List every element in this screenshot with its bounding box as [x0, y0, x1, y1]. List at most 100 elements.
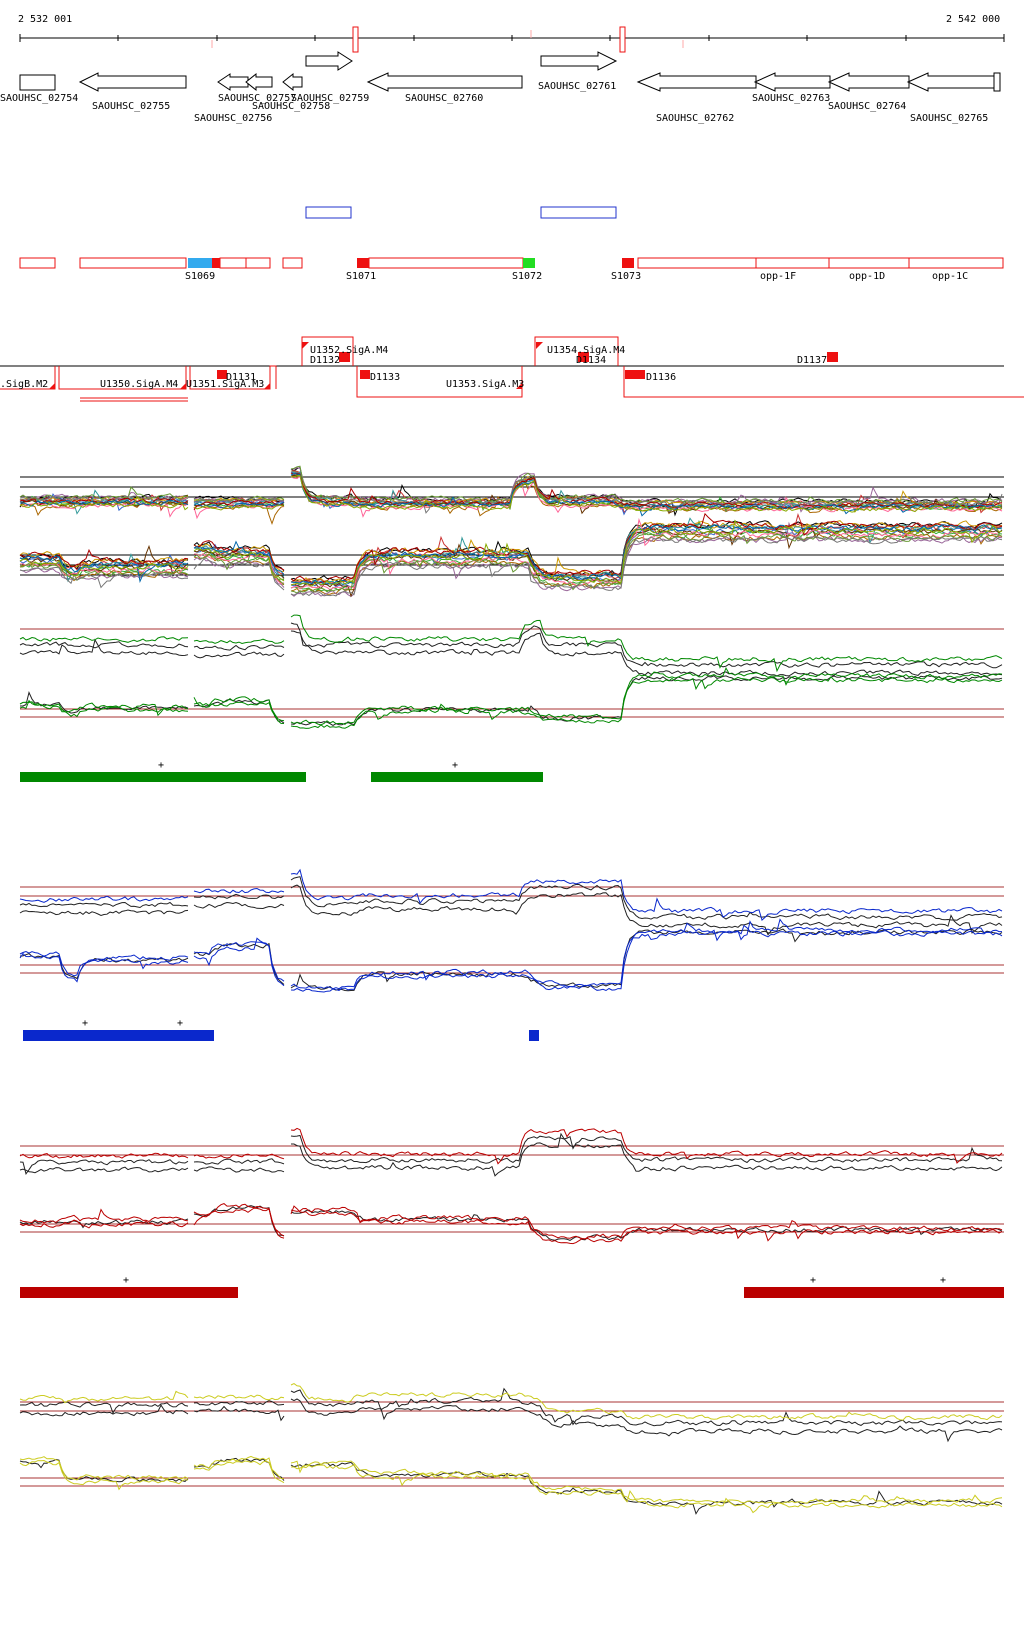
expression-trace	[19, 876, 1003, 921]
gene-arrow[interactable]	[753, 72, 831, 92]
promoter-label: D1136	[646, 372, 676, 383]
operon-box[interactable]	[540, 206, 617, 219]
segment-label: opp-1F	[760, 271, 796, 282]
red-profile-panel: + + +	[19, 1127, 1004, 1298]
expression-trace	[19, 676, 1003, 729]
segment-box[interactable]	[219, 257, 247, 269]
gene-arrow[interactable]	[78, 72, 187, 92]
gene-arrow[interactable]	[636, 72, 757, 92]
expression-trace	[19, 614, 1003, 673]
segment-bar[interactable]	[744, 1287, 1004, 1298]
ruler-highlight	[619, 26, 626, 53]
gene-track: SAOUHSC_02754 SAOUHSC_02755 SAOUHSC_0275…	[0, 51, 1001, 124]
bar-marker: +	[158, 760, 164, 771]
gene-label: SAOUHSC_02760	[405, 93, 483, 104]
yellow-profile-panel	[19, 1383, 1004, 1515]
terminator-marker[interactable]	[360, 370, 370, 379]
gene-label: SAOUHSC_02757	[218, 93, 296, 104]
expression-trace	[19, 1459, 1003, 1514]
terminator-marker[interactable]	[339, 352, 350, 362]
gene-arrow[interactable]	[217, 73, 249, 91]
expression-trace	[19, 666, 1003, 726]
terminator-marker[interactable]	[578, 352, 589, 362]
segment-highlight[interactable]	[357, 258, 369, 268]
sample-traces	[19, 512, 1003, 598]
terminator-marker[interactable]	[827, 352, 838, 362]
segment-label: opp-1C	[932, 271, 968, 282]
promoter-label: U1353.SigA.M3	[446, 379, 524, 390]
segment-bar[interactable]	[20, 1287, 238, 1298]
segment-box[interactable]	[245, 257, 271, 269]
promoter-label: U1350.SigA.M4	[100, 379, 178, 390]
gene-label: SAOUHSC_02765	[910, 113, 988, 124]
promoter-track: U1352.SigA.M4 D1132 U1354.SigA.M4 D1134 …	[0, 336, 1024, 402]
segment-box[interactable]	[755, 257, 830, 269]
expression-trace	[19, 532, 1003, 597]
segment-bar[interactable]	[371, 772, 543, 782]
segment-box[interactable]	[908, 257, 1004, 269]
promoter-label: U1354.SigA.M4	[547, 345, 625, 356]
segment-box[interactable]	[828, 257, 910, 269]
bar-marker: +	[940, 1275, 946, 1286]
promoter-label: .SigB.M2	[0, 379, 48, 390]
terminator-marker[interactable]	[217, 370, 227, 379]
gene-label: SAOUHSC_02759	[291, 93, 369, 104]
segment-bar[interactable]	[20, 772, 306, 782]
bar-marker: +	[810, 1275, 816, 1286]
gene-label: SAOUHSC_02755	[92, 101, 170, 112]
segment-highlight[interactable]	[523, 258, 535, 268]
segment-label: S1072	[512, 271, 542, 282]
segment-label: S1071	[346, 271, 376, 282]
gene-arrow[interactable]	[540, 51, 618, 71]
promoter-flag	[302, 342, 309, 349]
expression-trace	[20, 674, 1003, 726]
bar-marker: +	[123, 1275, 129, 1286]
segment-box[interactable]	[79, 257, 187, 269]
gene-label: SAOUHSC_02756	[194, 113, 272, 124]
expression-trace	[19, 868, 1003, 922]
ruler-highlight	[352, 26, 359, 53]
gene-arrow[interactable]	[993, 72, 1001, 92]
segment-box[interactable]	[637, 257, 757, 269]
terminator-marker[interactable]	[625, 370, 645, 379]
gene-label: SAOUHSC_02754	[0, 93, 78, 104]
ruler-start-label: 2 532 001	[18, 14, 72, 25]
expression-trace	[19, 1398, 1003, 1443]
promoter-label: D1131	[226, 372, 256, 383]
gene-arrow[interactable]	[827, 72, 910, 92]
promoter-bracket	[356, 366, 523, 398]
segment-highlight[interactable]	[188, 258, 212, 268]
coordinate-ruler: 2 532 001 2 542 000	[18, 14, 1005, 53]
bar-marker: +	[177, 1018, 183, 1029]
segment-bar[interactable]	[529, 1030, 539, 1041]
segment-bar[interactable]	[23, 1030, 214, 1041]
segment-label: opp-1D	[849, 271, 885, 282]
promoter-label: D1133	[370, 372, 400, 383]
promoter-bracket	[80, 397, 188, 402]
expression-trace	[19, 918, 1002, 990]
gene-arrow[interactable]	[906, 72, 995, 92]
bar-marker: +	[452, 760, 458, 771]
green-profile-panel: + +	[19, 614, 1004, 782]
segment-box[interactable]	[282, 257, 303, 269]
expression-trace	[19, 884, 1003, 936]
bar-marker: +	[82, 1018, 88, 1029]
promoter-bracket	[534, 336, 619, 366]
gene-arrow[interactable]	[366, 72, 523, 92]
gene-arrow[interactable]	[19, 74, 56, 91]
gene-arrow[interactable]	[305, 51, 353, 71]
gene-arrow[interactable]	[282, 72, 303, 92]
segment-box[interactable]	[368, 257, 524, 269]
profile-traces	[19, 1127, 1003, 1245]
profile-traces	[19, 868, 1003, 993]
promoter-bracket	[301, 336, 354, 366]
promoter-label: D1137	[797, 355, 827, 366]
gene-arrow[interactable]	[245, 72, 273, 92]
promoter-label: U1351.SigA.M3	[186, 379, 264, 390]
expression-trace	[19, 475, 1003, 513]
segment-highlight[interactable]	[212, 258, 220, 268]
segment-box[interactable]	[19, 257, 56, 269]
segment-highlight[interactable]	[622, 258, 634, 268]
operon-box[interactable]	[305, 206, 352, 219]
expression-trace	[19, 512, 1003, 584]
